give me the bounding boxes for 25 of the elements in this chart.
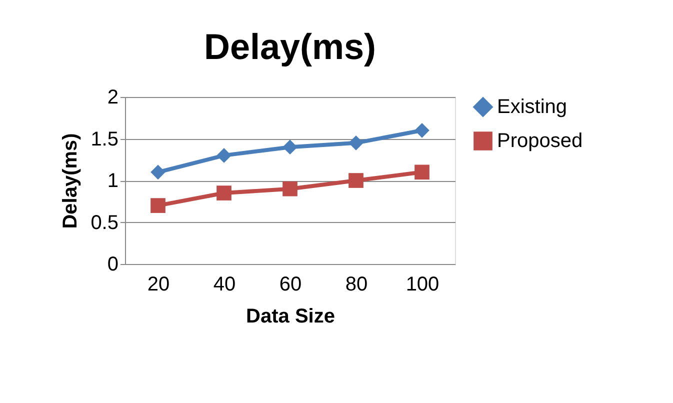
- point: [216, 148, 232, 163]
- x-tick-label: 80: [345, 274, 368, 296]
- point: [348, 136, 364, 150]
- point: [216, 186, 232, 200]
- point: [414, 122, 430, 138]
- y-tick-label: 1.5: [90, 128, 118, 150]
- x-tick-label: 40: [213, 274, 236, 296]
- x-tick-label: 20: [147, 274, 170, 296]
- point: [414, 164, 430, 180]
- x-axis-title: Data Size: [246, 306, 335, 328]
- y-tick-label: 0.5: [90, 212, 118, 234]
- point: [150, 164, 166, 180]
- point: [282, 181, 298, 196]
- x-tick-label: 60: [279, 274, 302, 296]
- y-axis-title: Delay(ms): [60, 133, 82, 229]
- y-tick-label: 1: [107, 170, 118, 192]
- legend-label: Existing: [497, 96, 568, 118]
- legend-label: Proposed: [497, 130, 583, 152]
- y-tick-label: 0: [107, 254, 118, 276]
- x-tick-label: 100: [406, 274, 440, 296]
- y-tick-label: 2: [107, 86, 118, 108]
- chart-title: Delay(ms): [204, 26, 376, 67]
- point: [150, 198, 166, 213]
- point: [348, 173, 364, 188]
- point: [282, 140, 298, 155]
